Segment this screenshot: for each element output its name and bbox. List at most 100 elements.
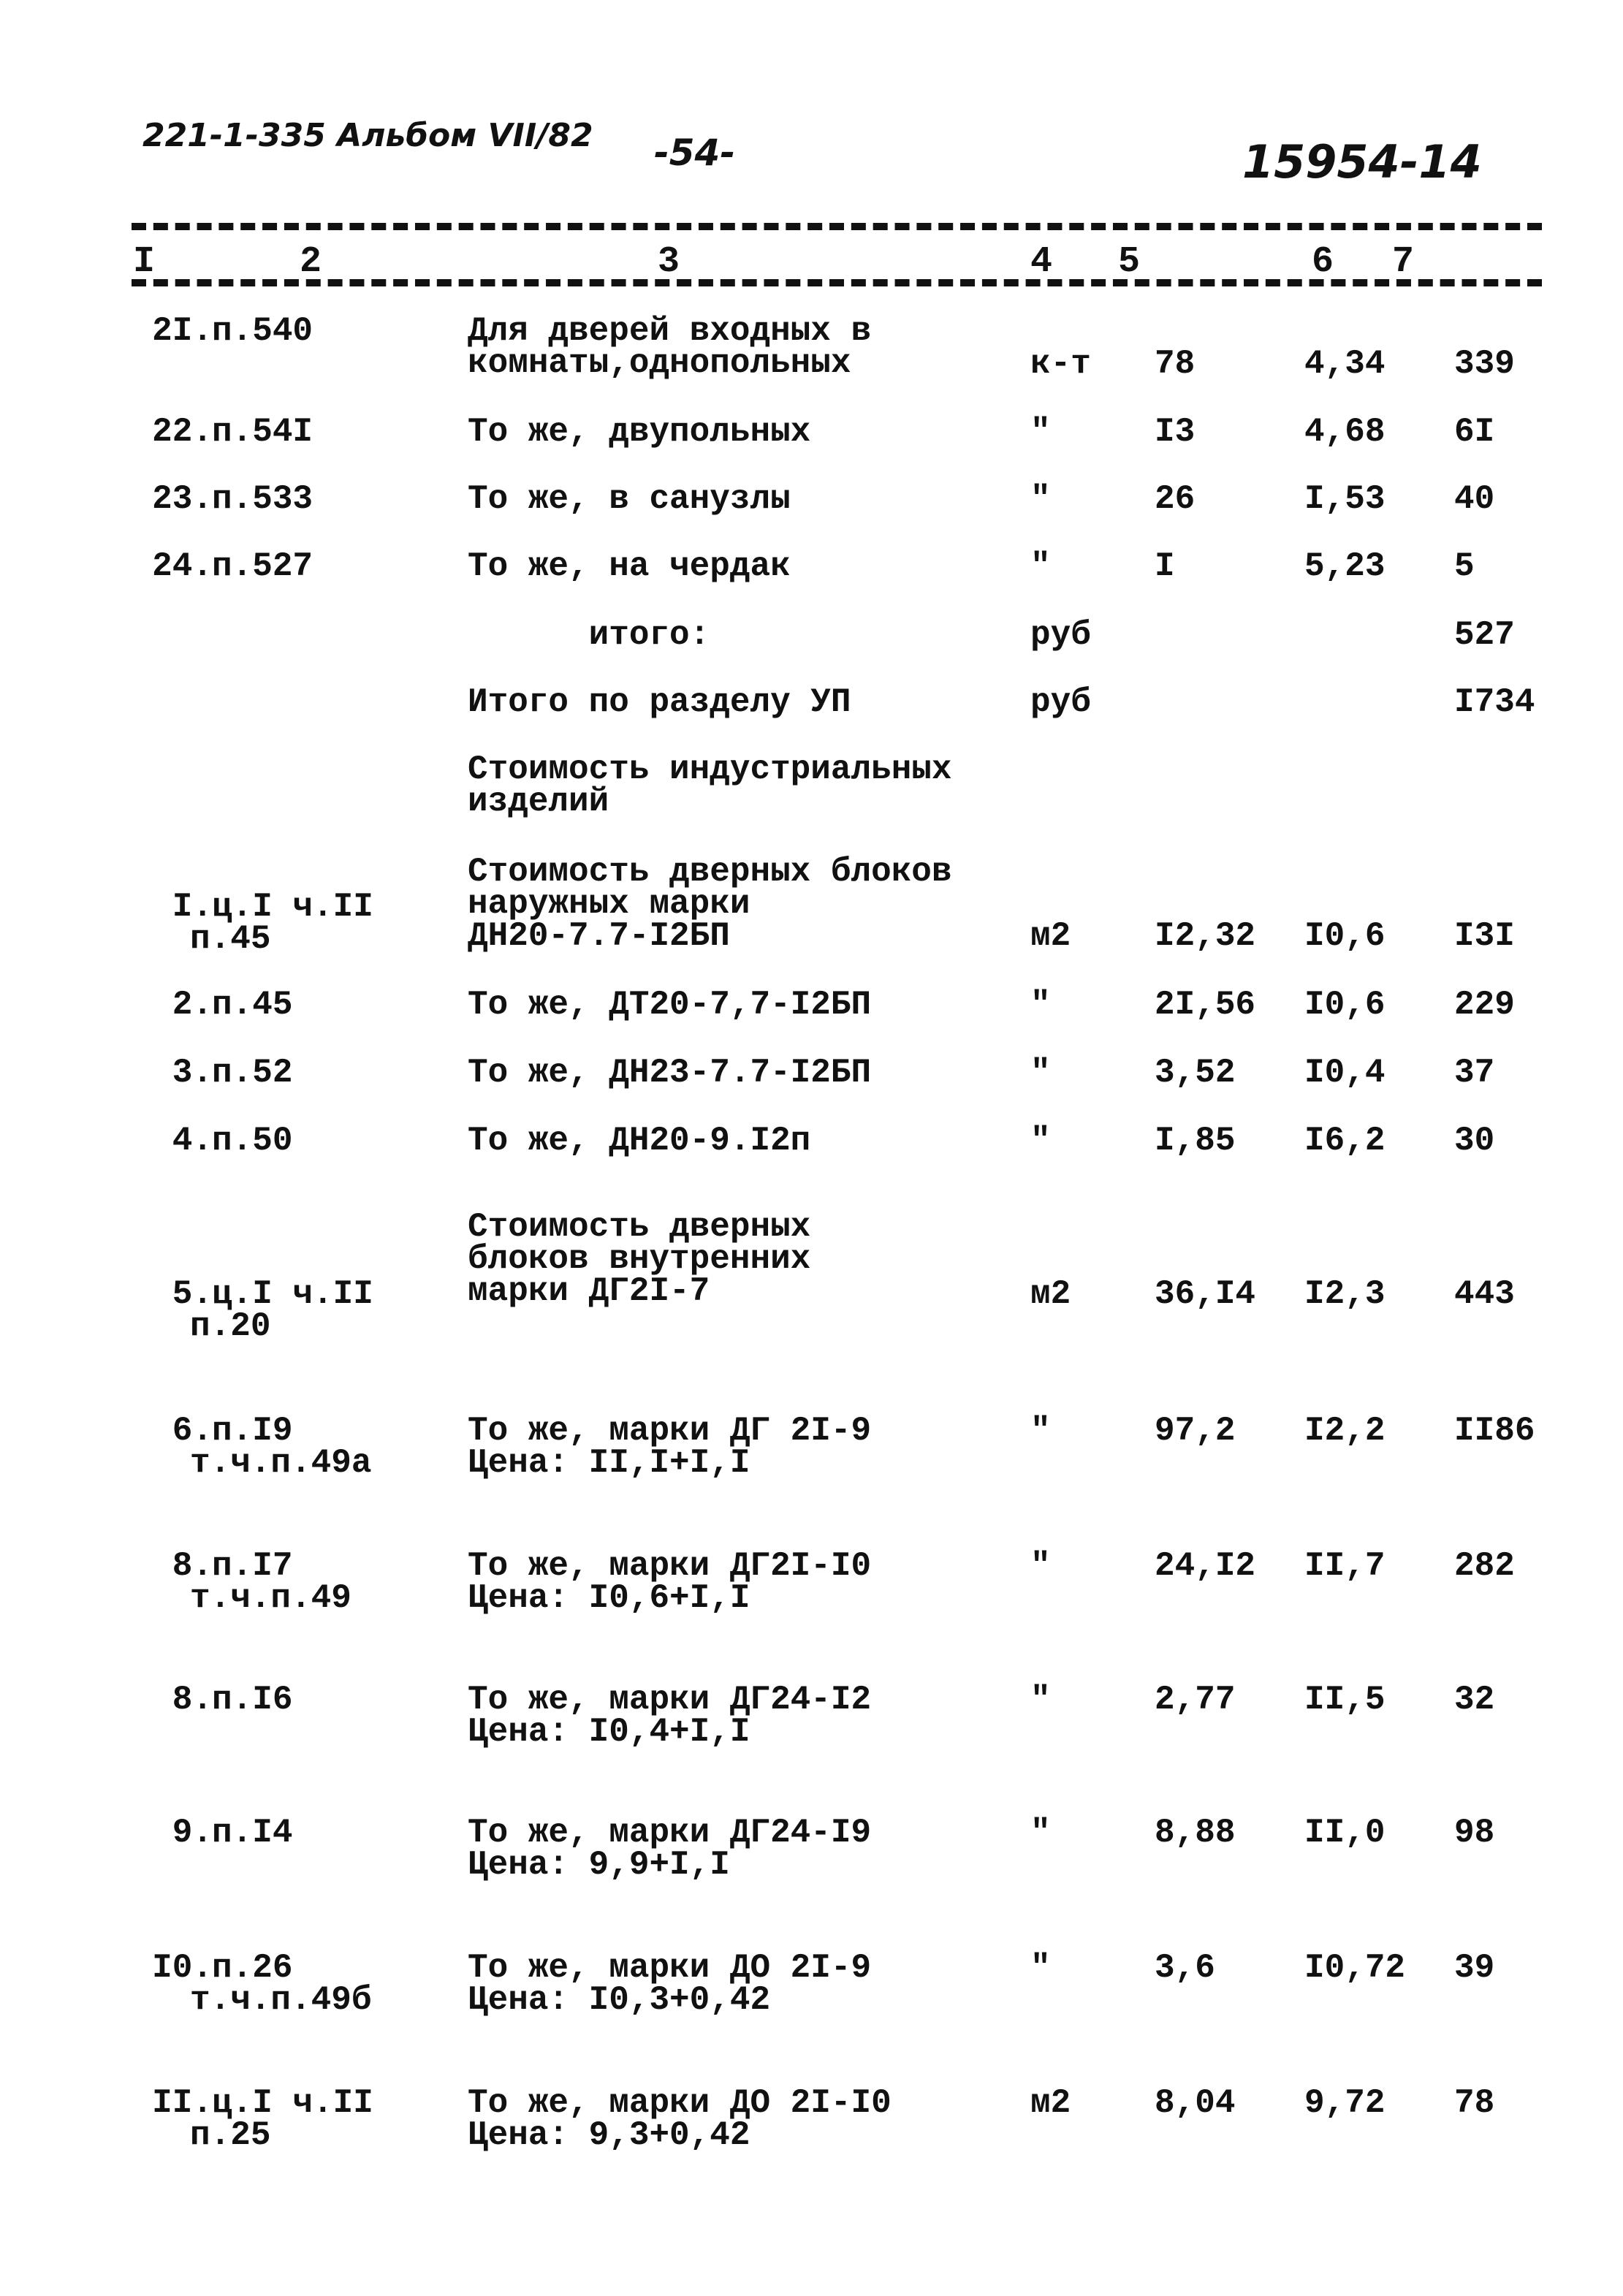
description-line: То же, марки ДГ24-I9	[468, 1814, 872, 1852]
quantity: 78	[1155, 345, 1196, 383]
description-line: То же, в санузлы	[468, 480, 791, 518]
description-line: То же, марки ДО 2I-I0	[468, 2084, 892, 2122]
description-line: изделий	[468, 783, 609, 821]
unit: "	[1030, 547, 1051, 585]
row-number: 2.	[172, 986, 213, 1024]
reference: п.527	[212, 547, 313, 585]
description-line: Итого по разделу УП	[468, 683, 851, 721]
description-line: наружных марки	[468, 885, 750, 923]
row-number: 8.	[172, 1547, 213, 1585]
row-number: 6.	[172, 1412, 213, 1450]
row-number: 22.	[152, 413, 213, 451]
description-line: Для дверей входных в	[468, 312, 872, 350]
unit: "	[1030, 1054, 1051, 1092]
reference-line-2: т.ч.п.49б	[190, 1981, 372, 2019]
total-cost: 6I	[1454, 413, 1495, 451]
description-line: То же, ДТ20-7,7-I2БП	[468, 986, 872, 1024]
description-line: То же, на чердак	[468, 547, 791, 585]
unit-price: I,53	[1304, 480, 1386, 518]
description-line: То же, марки ДГ2I-I0	[468, 1547, 872, 1585]
row-number: 8.	[172, 1681, 213, 1719]
total-cost: 78	[1454, 2084, 1495, 2122]
total-cost: II86	[1454, 1412, 1535, 1450]
column-header-4: 4	[1030, 241, 1053, 283]
total-cost: 40	[1454, 480, 1495, 518]
total-cost: 30	[1454, 1122, 1495, 1160]
quantity: I	[1155, 547, 1175, 585]
unit: м2	[1030, 917, 1071, 955]
unit: "	[1030, 1122, 1051, 1160]
quantity: 8,88	[1155, 1814, 1236, 1852]
row-number: I.	[172, 888, 213, 926]
quantity: 3,6	[1155, 1949, 1215, 1987]
column-header-2: 2	[300, 241, 322, 283]
row-number: 5.	[172, 1275, 213, 1313]
column-header-1: I	[133, 241, 156, 283]
description-line: То же, марки ДГ24-I2	[468, 1681, 872, 1719]
row-number: 9.	[172, 1814, 213, 1852]
unit: "	[1030, 1412, 1051, 1450]
row-number: I0.	[152, 1949, 213, 1987]
unit-price: 9,72	[1304, 2084, 1386, 2122]
reference-line-2: п.45	[190, 920, 271, 958]
row-number: 2I.	[152, 312, 213, 350]
total-cost: 527	[1454, 616, 1515, 654]
total-cost: 339	[1454, 345, 1515, 383]
total-cost: 443	[1454, 1275, 1515, 1313]
description-line: Цена: II,I+I,I	[468, 1444, 750, 1482]
total-cost: 39	[1454, 1949, 1495, 1987]
unit: "	[1030, 413, 1051, 451]
description-line: марки ДГ2I-7	[468, 1272, 710, 1310]
description-line: Цена: I0,6+I,I	[468, 1579, 750, 1617]
description-line: Цена: I0,3+0,42	[468, 1981, 771, 2019]
description-line: То же, ДН23-7.7-I2БП	[468, 1054, 872, 1092]
page-number: -54-	[654, 132, 736, 174]
reference: п.I7	[212, 1547, 293, 1585]
unit: м2	[1030, 2084, 1071, 2122]
unit-price: II,7	[1304, 1547, 1386, 1585]
reference: п.I6	[212, 1681, 293, 1719]
quantity: 2,77	[1155, 1681, 1236, 1719]
reference: ц.I ч.II	[212, 1275, 373, 1313]
reference: ц.I ч.II	[212, 2084, 373, 2122]
description-line: Цена: I0,4+I,I	[468, 1713, 750, 1751]
reference: п.52	[212, 1054, 293, 1092]
unit-price: 5,23	[1304, 547, 1386, 585]
description-line: То же, ДН20-9.I2п	[468, 1122, 811, 1160]
reference-line-2: т.ч.п.49а	[190, 1444, 372, 1482]
quantity: I3	[1155, 413, 1196, 451]
row-number: 3.	[172, 1054, 213, 1092]
unit-price: I0,4	[1304, 1054, 1386, 1092]
unit-price: I0,72	[1304, 1949, 1406, 1987]
reference: п.54I	[212, 413, 313, 451]
row-number: 24.	[152, 547, 213, 585]
quantity: 24,I2	[1155, 1547, 1256, 1585]
quantity: I,85	[1155, 1122, 1236, 1160]
description-line: итого:	[468, 616, 710, 654]
description-line: То же, двупольных	[468, 413, 811, 451]
description-line: комнаты,однопольных	[468, 344, 851, 382]
unit-price: II,5	[1304, 1681, 1386, 1719]
row-number: 4.	[172, 1122, 213, 1160]
unit: "	[1030, 1547, 1051, 1585]
unit: "	[1030, 986, 1051, 1024]
total-cost: 229	[1454, 986, 1515, 1024]
quantity: 8,04	[1155, 2084, 1236, 2122]
unit-price: 4,34	[1304, 345, 1386, 383]
quantity: 3,52	[1155, 1054, 1236, 1092]
reference-line-2: п.25	[190, 2116, 271, 2154]
unit-price: I2,3	[1304, 1275, 1386, 1313]
quantity: 97,2	[1155, 1412, 1236, 1450]
total-cost: I734	[1454, 683, 1535, 721]
column-header-7: 7	[1392, 241, 1415, 283]
reference: п.26	[212, 1949, 293, 1987]
unit-price: 4,68	[1304, 413, 1386, 451]
quantity: I2,32	[1155, 917, 1256, 955]
total-cost: 282	[1454, 1547, 1515, 1585]
divider-top	[132, 223, 1542, 230]
reference: п.45	[212, 986, 293, 1024]
reference: п.I9	[212, 1412, 293, 1450]
row-number: II.	[152, 2084, 213, 2122]
reference: п.50	[212, 1122, 293, 1160]
total-cost: 32	[1454, 1681, 1495, 1719]
